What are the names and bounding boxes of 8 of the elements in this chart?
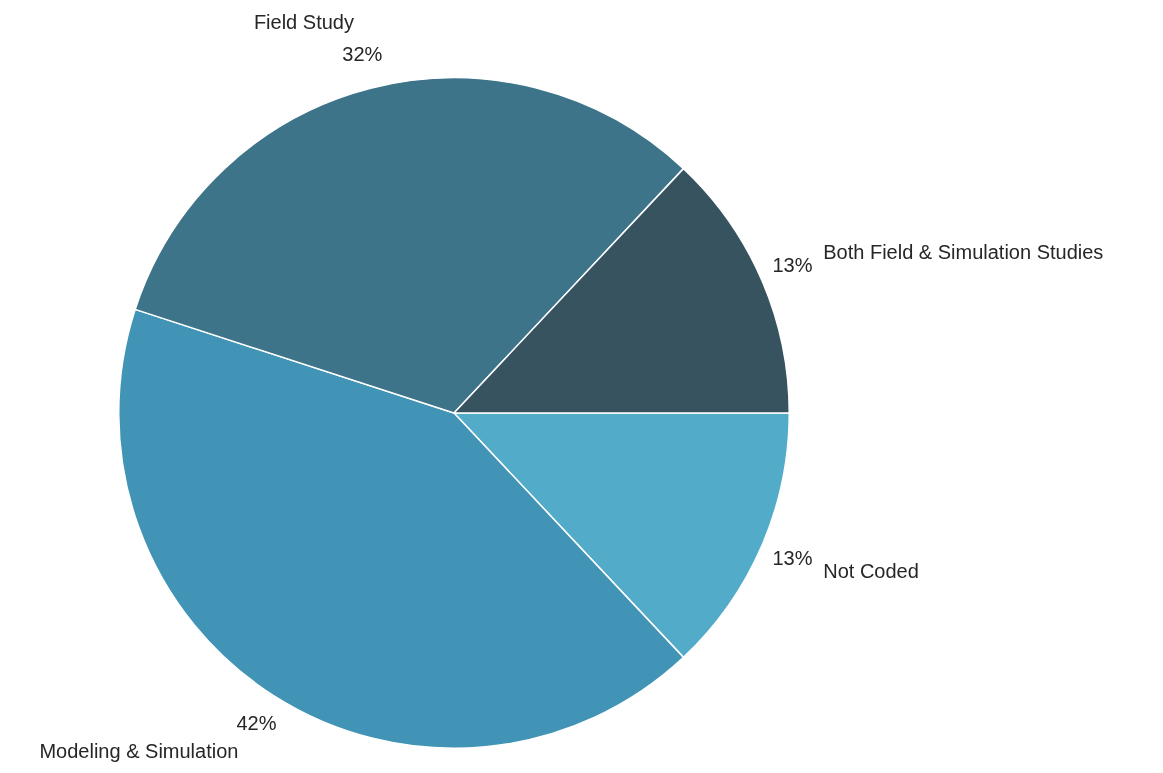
slice-label: Modeling & Simulation	[39, 740, 239, 763]
slice-label: Field Study	[253, 10, 354, 33]
data-label: 13%	[772, 254, 813, 277]
slice-label: Not Coded	[823, 560, 919, 583]
data-label: 42%	[236, 711, 277, 734]
data-label: 32%	[342, 43, 383, 66]
data-label: 13%	[772, 546, 813, 569]
slice-label: Both Field & Simulation Studies	[823, 240, 1104, 263]
